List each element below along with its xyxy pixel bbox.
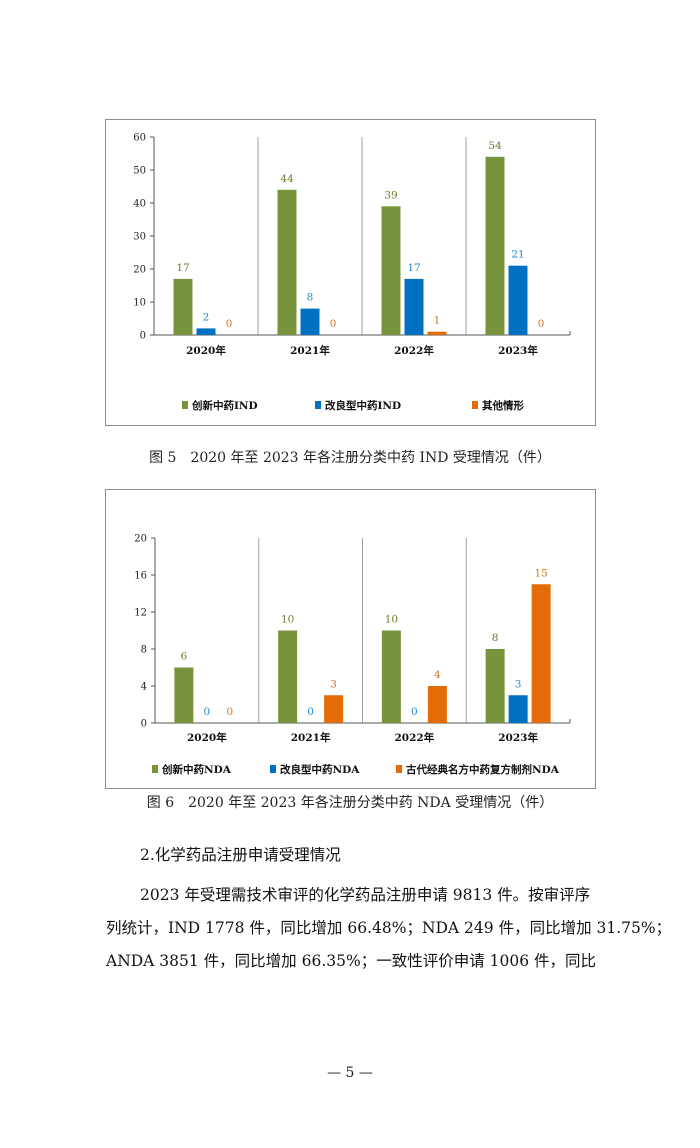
legend-swatch xyxy=(396,765,402,773)
data-label: 3 xyxy=(330,678,337,690)
bar xyxy=(173,278,193,335)
page-number: — 5 — xyxy=(327,1065,373,1081)
category-label: 2023年 xyxy=(498,344,538,357)
chart-nda-svg: 0 4 8 12 16 20 6 0 0 2020年 10 0 3 2021年 10 0 4 2022年 8 3 15 2… xyxy=(134,534,571,776)
bar xyxy=(300,308,320,335)
bar xyxy=(174,667,194,723)
category-label: 2022年 xyxy=(394,344,434,357)
legend-swatch xyxy=(315,401,321,409)
category-label: 2020年 xyxy=(186,344,226,357)
paragraph-line: 2023 年受理需技术审评的化学药品注册申请 9813 件。按审评序 xyxy=(140,886,591,904)
y-tick-label: 30 xyxy=(133,232,146,243)
bar xyxy=(196,328,216,335)
data-label: 10 xyxy=(281,614,294,626)
data-label: 3 xyxy=(515,678,522,690)
legend-label: 其他情形 xyxy=(482,399,524,412)
y-tick-label: 8 xyxy=(141,645,147,656)
y-tick-label: 0 xyxy=(141,719,147,730)
data-label: 0 xyxy=(226,318,233,330)
data-label: 0 xyxy=(307,706,314,718)
bar xyxy=(427,331,447,335)
legend-swatch xyxy=(152,765,158,773)
bar xyxy=(278,630,298,723)
y-tick-label: 50 xyxy=(133,166,146,177)
y-tick-label: 4 xyxy=(141,682,147,693)
data-label: 54 xyxy=(488,140,502,152)
data-label: 0 xyxy=(411,706,418,718)
paragraph-line: 列统计，IND 1778 件，同比增加 66.48%；NDA 249 件，同比增… xyxy=(106,919,672,937)
category-label: 2023年 xyxy=(498,731,538,744)
data-label: 17 xyxy=(407,262,420,274)
category-label: 2020年 xyxy=(187,731,227,744)
y-tick-label: 10 xyxy=(133,298,146,309)
data-label: 8 xyxy=(307,292,314,304)
bar xyxy=(485,156,505,335)
bar xyxy=(324,695,344,723)
data-label: 0 xyxy=(330,318,337,330)
y-tick-label: 20 xyxy=(134,534,147,545)
y-tick-label: 40 xyxy=(133,199,146,210)
y-tick-label: 0 xyxy=(140,331,146,342)
y-tick-label: 16 xyxy=(134,571,147,582)
chart-nda: 0 4 8 12 16 20 6 0 0 2020年 10 0 3 2021年 10 0 4 2022年 8 3 15 2… xyxy=(105,489,596,789)
bar xyxy=(485,649,505,723)
paragraph-line: ANDA 3851 件，同比增加 66.35%；一致性评价申请 1006 件，同… xyxy=(106,952,597,970)
section-heading: 2.化学药品注册申请受理情况 xyxy=(140,846,341,864)
legend-swatch xyxy=(472,401,478,409)
category-label: 2021年 xyxy=(290,344,330,357)
data-label: 44 xyxy=(280,173,294,185)
legend-swatch xyxy=(182,401,188,409)
data-label: 0 xyxy=(227,706,234,718)
chart-nda-caption: 图 6 2020 年至 2023 年各注册分类中药 NDA 受理情况（件） xyxy=(146,795,554,811)
data-label: 8 xyxy=(492,632,499,644)
legend-label: 创新中药IND xyxy=(191,399,258,412)
data-label: 4 xyxy=(434,669,441,681)
bar xyxy=(427,686,447,723)
data-label: 1 xyxy=(434,315,441,327)
data-label: 0 xyxy=(538,318,545,330)
bar xyxy=(381,630,401,723)
legend-label: 改良型中药NDA xyxy=(280,763,360,776)
chart-ind-caption: 图 5 2020 年至 2023 年各注册分类中药 IND 受理情况（件） xyxy=(149,450,551,466)
data-label: 39 xyxy=(384,189,397,201)
legend-swatch xyxy=(270,765,276,773)
data-label: 0 xyxy=(204,706,211,718)
bar xyxy=(508,265,528,335)
legend-label: 创新中药NDA xyxy=(161,763,232,776)
bar xyxy=(381,206,401,335)
data-label: 6 xyxy=(181,651,188,663)
data-label: 10 xyxy=(385,614,398,626)
category-label: 2022年 xyxy=(395,731,435,744)
y-tick-label: 12 xyxy=(134,608,147,619)
legend-label: 改良型中药IND xyxy=(325,399,401,412)
data-label: 15 xyxy=(534,567,547,579)
bar xyxy=(531,584,551,723)
chart-ind-svg: 010203040506017202020年44802021年391712022… xyxy=(133,133,571,412)
category-label: 2021年 xyxy=(291,731,331,744)
y-tick-label: 60 xyxy=(133,133,146,144)
legend-label: 古代经典名方中药复方制剂NDA xyxy=(406,763,560,776)
data-label: 17 xyxy=(176,262,189,274)
data-label: 2 xyxy=(203,311,210,323)
bar xyxy=(508,695,528,723)
chart-ind: 0 10 20 30 40 50 60 17 2 0 2020年 44 8 0 2021年 39 17 1 2022… xyxy=(105,119,596,426)
y-tick-label: 20 xyxy=(133,265,146,276)
data-label: 21 xyxy=(511,249,524,261)
bar xyxy=(277,189,297,335)
bar xyxy=(404,278,424,335)
